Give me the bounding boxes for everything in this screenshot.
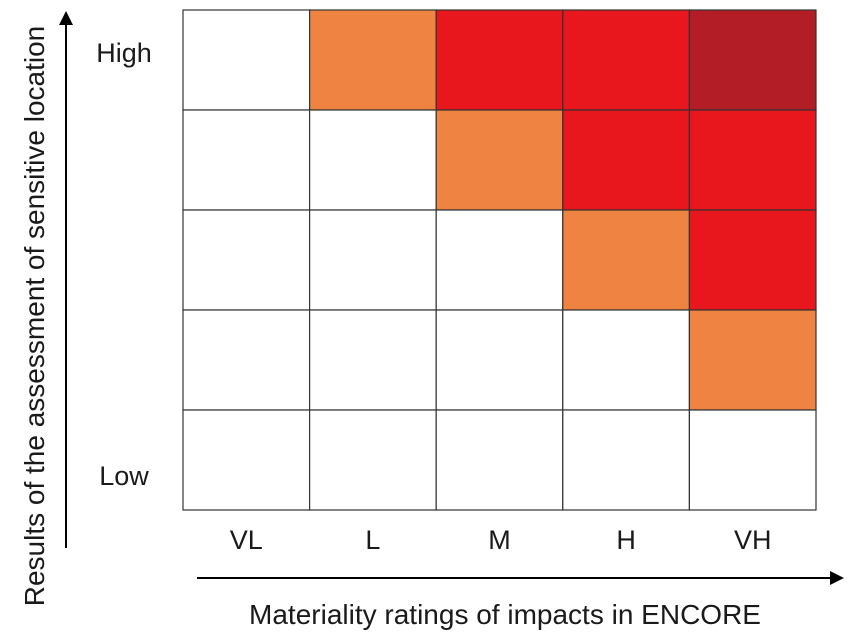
matrix-cell-r5-c3 [435, 409, 564, 511]
y-axis-arrow [59, 11, 73, 548]
y-axis-label: Results of the assessment of sensitive l… [19, 26, 50, 607]
x-tick-label-h: H [616, 525, 636, 555]
matrix-cell-r1-c4 [562, 9, 690, 111]
matrix-cell-r4-c5 [688, 309, 817, 411]
matrix-cell-r1-c2 [309, 9, 437, 111]
matrix-cell-r3-c5 [688, 209, 817, 311]
matrix-cell-r5-c1 [182, 409, 311, 511]
x-axis-arrow [197, 571, 844, 585]
matrix-cell-r2-c4 [562, 109, 690, 211]
matrix-cell-r2-c1 [182, 109, 311, 211]
y-tick-label-low: Low [99, 461, 149, 491]
x-tick-label-l: L [365, 525, 380, 555]
matrix-cell-r3-c1 [182, 209, 311, 311]
matrix-cell-r4-c3 [435, 309, 564, 411]
matrix-cell-r3-c3 [435, 209, 564, 311]
matrix-cell-r2-c3 [435, 109, 564, 211]
matrix-cell-r4-c2 [309, 309, 437, 411]
x-tick-label-m: M [488, 525, 511, 555]
matrix-cell-r4-c1 [182, 309, 311, 411]
matrix-cell-r2-c2 [309, 109, 437, 211]
matrix-cells [182, 9, 817, 511]
y-axis-arrowhead [59, 11, 73, 25]
x-axis-arrowhead [830, 571, 844, 585]
matrix-cell-r1-c1 [182, 9, 311, 111]
matrix-cell-r1-c3 [435, 9, 564, 111]
matrix-cell-r3-c2 [309, 209, 437, 311]
matrix-cell-r3-c4 [562, 209, 690, 311]
y-tick-label-high: High [96, 38, 152, 68]
matrix-cell-r1-c5 [688, 9, 817, 111]
matrix-cell-r5-c4 [562, 409, 690, 511]
matrix-cell-r2-c5 [688, 109, 817, 211]
x-tick-label-vh: VH [734, 525, 772, 555]
matrix-cell-r5-c2 [309, 409, 437, 511]
matrix-cell-r4-c4 [562, 309, 690, 411]
x-tick-labels: VL L M H VH [230, 525, 772, 555]
x-tick-label-vl: VL [230, 525, 263, 555]
matrix-cell-r5-c5 [688, 409, 817, 511]
x-axis-label: Materiality ratings of impacts in ENCORE [249, 599, 761, 630]
